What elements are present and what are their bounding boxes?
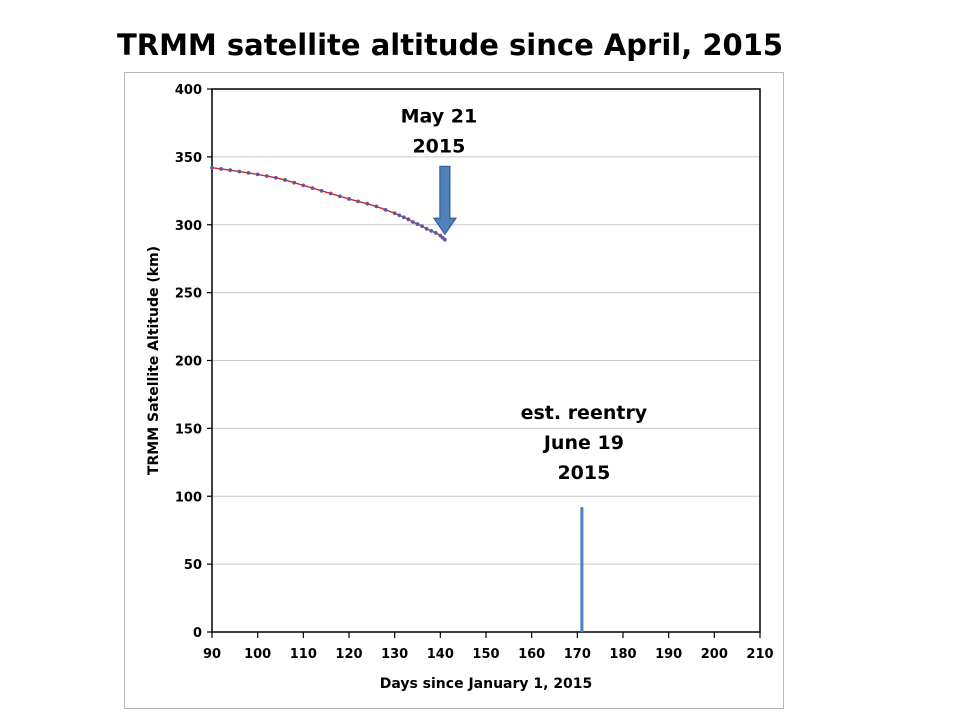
y-tick-label: 200	[175, 355, 202, 370]
data-point	[420, 224, 424, 229]
y-tick-label: 400	[175, 83, 202, 98]
data-point	[433, 230, 438, 235]
y-tick-label: 0	[193, 626, 202, 641]
data-point	[264, 174, 269, 178]
data-point	[356, 199, 361, 204]
data-point	[283, 178, 287, 182]
data-point	[228, 168, 233, 173]
x-axis-label: Days since January 1, 2015	[380, 676, 593, 692]
y-tick-label: 350	[175, 151, 202, 166]
annotation-label: May 21	[401, 105, 478, 127]
y-tick-label: 50	[184, 558, 202, 573]
data-point	[237, 169, 242, 174]
x-tick-label: 150	[472, 647, 499, 662]
data-point	[319, 188, 324, 193]
x-tick-label: 110	[290, 647, 317, 662]
data-point	[411, 220, 415, 224]
data-point	[383, 207, 388, 212]
annotation-label: June 19	[542, 432, 624, 454]
annotation-arrow	[432, 165, 458, 236]
x-tick-label: 210	[746, 647, 773, 662]
data-point	[406, 217, 411, 222]
chart-title: TRMM satellite altitude since April, 201…	[0, 28, 900, 62]
y-tick-label: 100	[175, 490, 202, 505]
data-point	[347, 197, 351, 201]
x-tick-label: 160	[518, 647, 545, 662]
data-point	[310, 186, 315, 190]
y-tick-label: 300	[175, 219, 202, 234]
chart-frame	[124, 72, 784, 709]
y-axis-label: TRMM Satellite Altitude (km)	[146, 246, 162, 475]
y-tick-label: 250	[175, 287, 202, 302]
data-point	[301, 183, 306, 188]
annotation-label: 2015	[412, 135, 465, 157]
data-point	[255, 172, 260, 177]
x-tick-label: 90	[203, 647, 221, 662]
data-point	[274, 175, 278, 180]
data-point	[219, 167, 224, 171]
x-tick-label: 190	[655, 647, 682, 662]
x-tick-label: 170	[564, 647, 591, 662]
x-tick-label: 120	[335, 647, 362, 662]
annotation-label: 2015	[557, 462, 610, 484]
data-point	[328, 191, 333, 196]
axes: 0 50 100 150 200 250 300 350 400 90 100 110 120 130 14…	[175, 83, 774, 662]
data-point	[401, 215, 406, 220]
data-point	[424, 226, 429, 231]
data-point	[210, 165, 214, 170]
data-point	[365, 201, 370, 206]
annotation-label: est. reentry	[521, 402, 648, 424]
data-point	[392, 211, 397, 216]
series-line	[211, 167, 446, 241]
data-point	[429, 228, 434, 233]
data-point	[415, 222, 420, 226]
x-tick-label: 140	[427, 647, 454, 662]
x-tick-label: 200	[701, 647, 728, 662]
data-point	[397, 213, 402, 218]
data-point	[246, 170, 251, 175]
y-tick-label: 150	[175, 422, 202, 437]
chart-title-text: TRMM satellite altitude since April, 201…	[116, 28, 784, 62]
x-tick-label: 180	[609, 647, 636, 662]
data-series	[210, 165, 447, 242]
data-point	[443, 237, 447, 242]
data-point	[337, 194, 342, 199]
x-tick-label: 130	[381, 647, 408, 662]
data-point	[292, 180, 297, 185]
data-point	[374, 204, 379, 209]
x-tick-label: 100	[244, 647, 271, 662]
annotations: May 21 2015 est. reentry June 19 2015	[401, 105, 648, 632]
gridlines	[212, 88, 760, 565]
